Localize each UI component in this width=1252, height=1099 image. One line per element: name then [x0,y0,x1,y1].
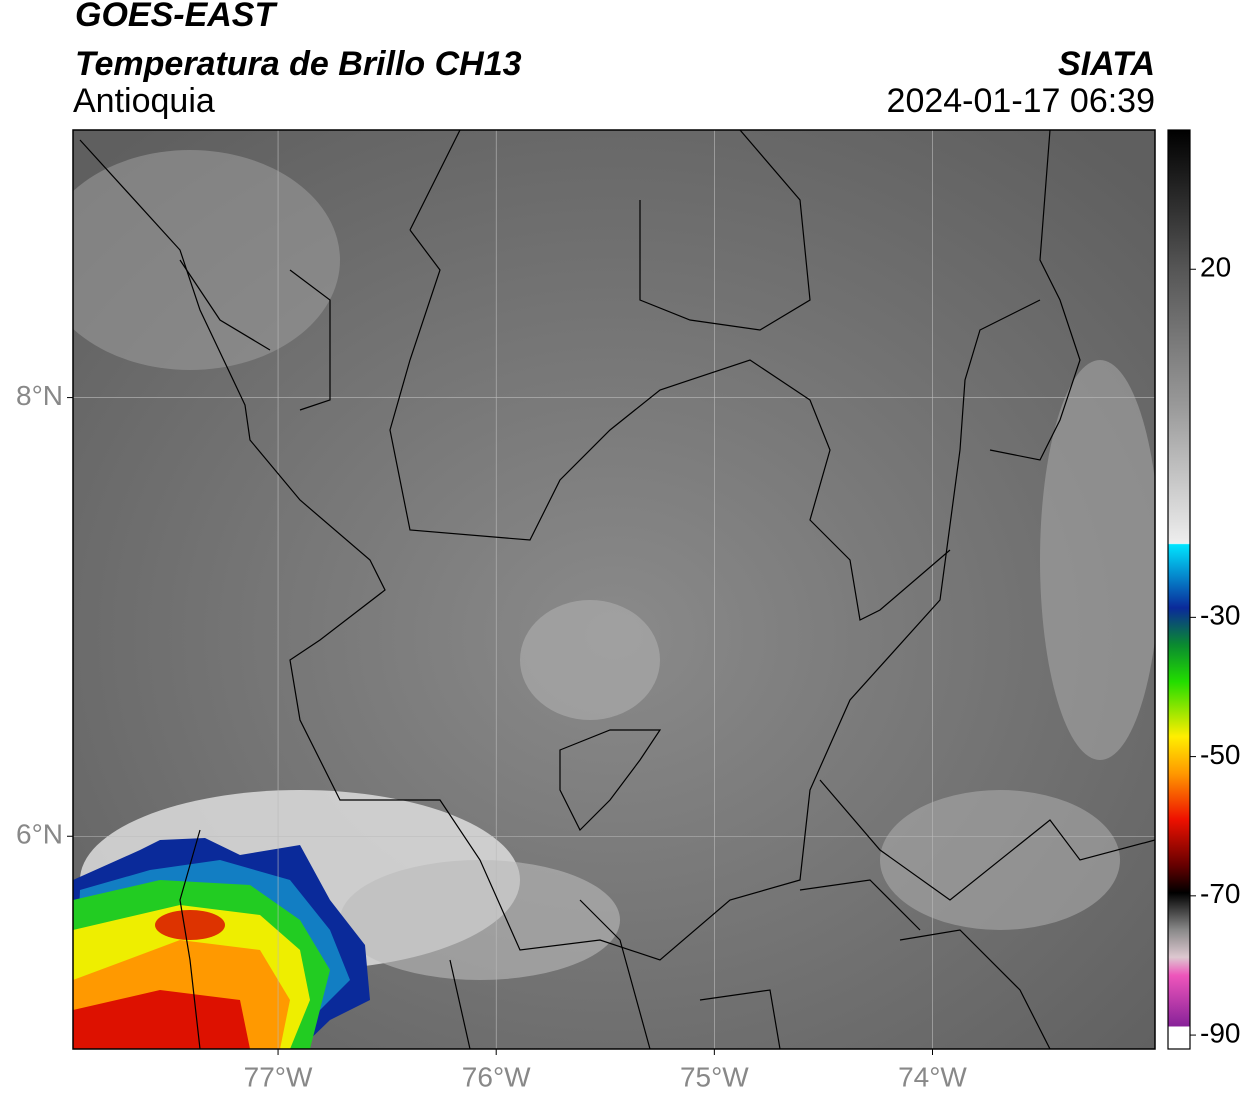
x-tick-label: 75°W [680,1061,749,1092]
y-tick-label: 6°N [16,819,63,850]
colorbar-tick-label: -90 [1200,1017,1240,1048]
y-tick-label: 8°N [16,380,63,411]
colorbar-tick-label: -70 [1200,878,1240,909]
colorbar [1167,129,1191,1050]
x-tick-label: 74°W [898,1061,967,1092]
x-tick-label: 76°W [462,1061,531,1092]
colorbar-tick-label: -30 [1200,600,1240,631]
region-label: Antioquia [73,82,215,120]
map-image [73,130,1155,1049]
grid [73,130,1155,1049]
colorbar-tick-label: -50 [1200,739,1240,770]
satellite-title: GOES-EAST [75,0,278,34]
source-label: SIATA [1058,45,1155,83]
datetime-label: 2024-01-17 06:39 [887,82,1155,120]
map-frame [72,129,1156,1050]
product-title: Temperatura de Brillo CH13 [75,45,522,83]
colorbar-tick-label: 20 [1200,252,1231,283]
x-tick-label: 77°W [244,1061,313,1092]
